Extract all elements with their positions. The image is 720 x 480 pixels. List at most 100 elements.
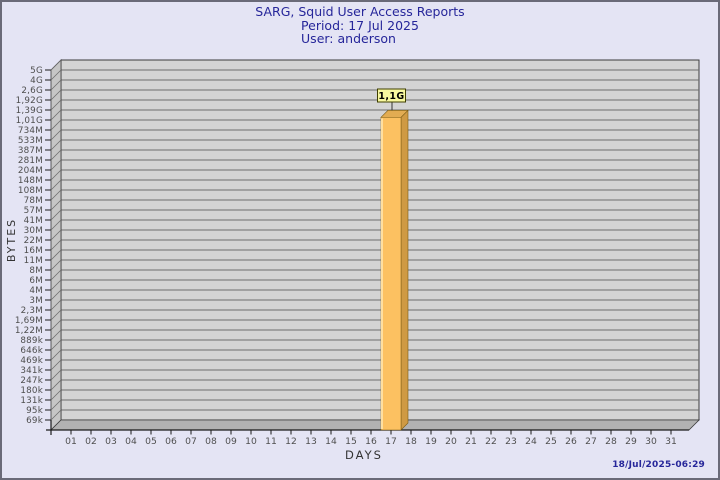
y-tick-label: 281M [18, 156, 43, 166]
chart-header: SARG, Squid User Access Reports Period: … [2, 5, 718, 46]
bar-value-box [377, 88, 406, 103]
wall-diagonal [50, 309, 62, 321]
y-tick-label: 889k [20, 336, 43, 346]
x-axis-title: DAYS [345, 448, 383, 462]
y-tick-label: 1,92G [16, 96, 43, 106]
y-tick-label: 4G [30, 76, 43, 86]
plot-floor [50, 419, 700, 431]
report-user: User: anderson [301, 31, 396, 46]
x-tick-label: 02 [85, 436, 97, 447]
y-tick-label: 204M [18, 166, 43, 176]
x-tick-label: 14 [325, 436, 337, 447]
wall-diagonal [50, 149, 62, 161]
wall-diagonal [50, 139, 62, 151]
bar-value-label: 1,1G [378, 91, 404, 102]
x-tick-label: 29 [625, 436, 637, 447]
generation-timestamp: 18/Jul/2025-06:29 [612, 460, 705, 470]
x-tick-label: 15 [345, 436, 357, 447]
bar-side-face [400, 109, 409, 431]
wall-diagonal [50, 219, 62, 231]
y-tick-label: 2,3M [21, 306, 43, 316]
y-tick-label: 2,6G [21, 86, 43, 96]
x-tick-label: 07 [185, 436, 197, 447]
wall-diagonal [50, 129, 62, 141]
x-tick-label: 01 [65, 436, 77, 447]
y-tick-label: 341k [20, 366, 43, 376]
y-tick-label: 69k [26, 416, 44, 426]
wall-diagonal [50, 289, 62, 301]
wall-diagonal [50, 379, 62, 391]
wall-diagonal [50, 179, 62, 191]
wall-diagonal [50, 189, 62, 201]
wall-diagonal [50, 59, 62, 71]
y-tick-label: 1,69M [15, 316, 43, 326]
y-tick-label: 646k [20, 346, 43, 356]
x-tick-label: 21 [465, 436, 477, 447]
y-tick-label: 5G [30, 66, 43, 76]
wall-diagonal [50, 329, 62, 341]
x-tick-label: 19 [425, 436, 437, 447]
y-tick-label: 6M [29, 276, 43, 286]
wall-diagonal [50, 269, 62, 281]
x-tick-label: 18 [405, 436, 417, 447]
x-tick-label: 04 [125, 436, 137, 447]
y-tick-label: 247k [20, 376, 43, 386]
x-tick-label: 23 [505, 436, 517, 447]
bar-day-17 [380, 117, 402, 431]
wall-diagonal [50, 169, 62, 181]
x-tick-label: 20 [445, 436, 457, 447]
wall-diagonal [50, 339, 62, 351]
x-tick-label: 09 [225, 436, 237, 447]
y-tick-label: 533M [18, 136, 43, 146]
y-tick-label: 734M [18, 126, 43, 136]
y-tick-label: 1,22M [15, 326, 43, 336]
y-tick-label: 387M [18, 146, 43, 156]
y-tick-label: 180k [20, 386, 43, 396]
y-tick-label: 1,01G [16, 116, 43, 126]
y-tick-label: 41M [24, 216, 43, 226]
wall-diagonal [50, 359, 62, 371]
wall-diagonal [50, 209, 62, 221]
x-tick-label: 26 [565, 436, 577, 447]
y-tick-label: 1,39G [16, 106, 43, 116]
x-tick-label: 05 [145, 436, 157, 447]
x-tick-label: 31 [665, 436, 677, 447]
y-tick-label: 95k [26, 406, 44, 416]
wall-diagonal [50, 159, 62, 171]
y-tick-label: 30M [24, 226, 43, 236]
wall-diagonal [50, 109, 62, 121]
wall-diagonal [50, 319, 62, 331]
wall-diagonal [50, 79, 62, 91]
x-tick-label: 13 [305, 436, 317, 447]
x-tick-label: 10 [245, 436, 257, 447]
x-tick-label: 12 [285, 436, 297, 447]
x-tick-label: 28 [605, 436, 617, 447]
report-period: Period: 17 Jul 2025 [301, 17, 419, 33]
y-tick-label: 4M [29, 286, 43, 296]
x-tick-label: 30 [645, 436, 657, 447]
wall-diagonal [50, 69, 62, 81]
y-tick-label: 3M [29, 296, 43, 306]
wall-diagonal [50, 399, 62, 411]
y-axis-title: BYTES [5, 218, 18, 262]
x-tick-label: 27 [585, 436, 597, 447]
x-tick-label: 22 [485, 436, 497, 447]
y-tick-label: 131k [20, 396, 43, 406]
wall-diagonal [50, 249, 62, 261]
y-tick-label: 22M [24, 236, 43, 246]
wall-diagonal [50, 239, 62, 251]
y-tick-label: 469k [20, 356, 43, 366]
x-tick-label: 03 [105, 436, 117, 447]
y-tick-label: 11M [24, 256, 43, 266]
y-tick-label: 108M [18, 186, 43, 196]
wall-diagonal [50, 369, 62, 381]
wall-diagonal [50, 349, 62, 361]
wall-diagonal [50, 199, 62, 211]
y-tick-label: 57M [24, 206, 43, 216]
x-tick-label: 08 [205, 436, 217, 447]
x-tick-label: 11 [265, 436, 277, 447]
wall-diagonal [50, 119, 62, 131]
y-tick-label: 78M [24, 196, 43, 206]
y-tick-label: 148M [18, 176, 43, 186]
